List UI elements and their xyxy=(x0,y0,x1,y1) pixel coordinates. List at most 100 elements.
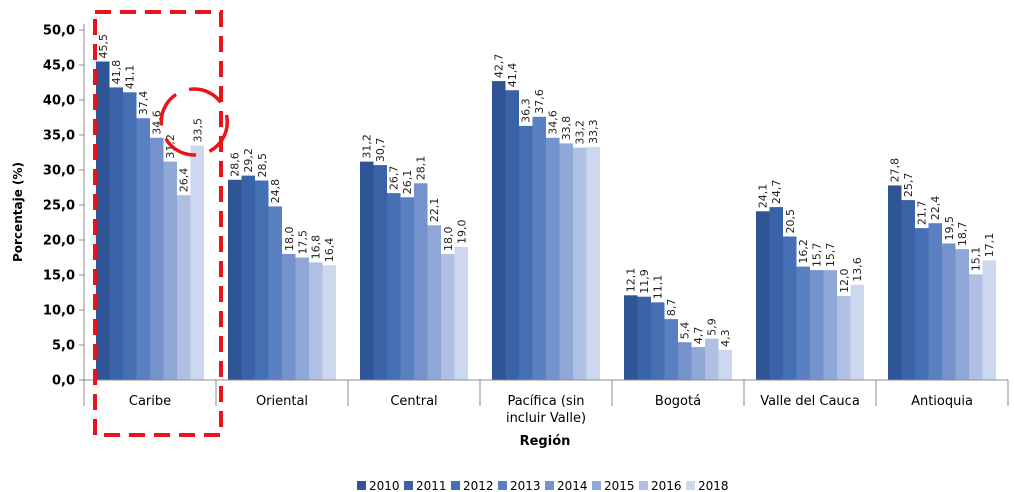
legend-label: 2015 xyxy=(604,479,635,492)
bar-data-label: 12,0 xyxy=(838,269,851,294)
bar xyxy=(295,257,309,380)
bar-data-label: 19,0 xyxy=(455,220,468,245)
legend-swatch xyxy=(404,481,413,490)
bar-data-label: 11,1 xyxy=(652,275,665,300)
bar xyxy=(837,296,851,380)
bar xyxy=(901,200,915,380)
bar-data-label: 33,5 xyxy=(191,118,204,143)
bar-data-label: 28,6 xyxy=(229,152,242,177)
bar-data-label: 24,1 xyxy=(757,184,770,209)
bar xyxy=(546,137,560,380)
bar xyxy=(718,349,732,380)
bar-data-label: 24,8 xyxy=(269,179,282,204)
bar-data-label: 11,9 xyxy=(638,269,651,294)
bar xyxy=(823,270,837,380)
bar xyxy=(109,87,123,381)
bar xyxy=(559,143,573,380)
bar-data-label: 34,6 xyxy=(547,110,560,135)
bar xyxy=(969,274,983,380)
bar xyxy=(163,161,177,380)
x-tick-label: Central xyxy=(390,394,437,409)
y-tick-label: 15,0 xyxy=(43,269,75,284)
bar-data-label: 22,1 xyxy=(428,198,441,223)
bar-data-label: 41,8 xyxy=(110,60,123,85)
bar-data-label: 15,7 xyxy=(824,243,837,268)
bar xyxy=(705,338,719,380)
bar-data-label: 15,1 xyxy=(970,247,983,272)
bar xyxy=(136,118,150,380)
bar xyxy=(769,207,783,380)
y-axis: 0,0 5,0 10,0 15,0 20,0 25,0 30,0 35,0 40,0 45,0 50… xyxy=(43,24,85,389)
legend-swatch xyxy=(451,481,460,490)
bar xyxy=(651,302,665,380)
bar xyxy=(637,296,651,380)
x-tick-label: Bogotá xyxy=(655,394,701,409)
bar xyxy=(915,228,929,380)
bar-data-label: 33,3 xyxy=(587,119,600,144)
bar xyxy=(691,347,705,380)
bar xyxy=(955,249,969,380)
bar xyxy=(427,225,441,380)
bar xyxy=(96,61,110,380)
bar-data-label: 5,4 xyxy=(679,322,692,340)
bar-data-label: 33,8 xyxy=(560,116,573,141)
bar-data-label: 16,2 xyxy=(797,239,810,264)
y-tick-label: 50,0 xyxy=(43,24,75,39)
bar-data-label: 18,0 xyxy=(283,227,296,252)
highlight-circle xyxy=(159,87,229,157)
bar xyxy=(373,165,387,380)
y-tick-label: 35,0 xyxy=(43,129,75,144)
bar-data-label: 17,5 xyxy=(296,230,309,255)
bar-data-label: 29,2 xyxy=(242,148,255,173)
bar-data-label: 19,5 xyxy=(943,216,956,241)
bar xyxy=(441,254,455,380)
bar-data-label: 18,0 xyxy=(442,227,455,252)
bar-data-label: 28,5 xyxy=(256,153,269,178)
highlight-rectangle xyxy=(93,10,223,437)
legend-label: 2014 xyxy=(557,479,588,492)
bar-data-label: 31,2 xyxy=(361,134,374,159)
bar-data-label: 41,1 xyxy=(124,65,137,90)
bar xyxy=(756,211,770,380)
y-tick-label: 20,0 xyxy=(43,234,75,249)
bar xyxy=(282,254,296,380)
y-tick-label: 40,0 xyxy=(43,94,75,109)
bar xyxy=(942,243,956,380)
bar-data-label: 5,9 xyxy=(706,318,719,336)
legend-swatch xyxy=(498,481,507,490)
bar-data-label: 45,5 xyxy=(97,34,110,59)
bar xyxy=(190,145,204,380)
bar xyxy=(796,266,810,380)
x-tick-label: Oriental xyxy=(256,394,308,409)
bar xyxy=(928,223,942,380)
bar xyxy=(241,175,255,380)
bar xyxy=(400,197,414,380)
y-axis-title: Porcentaje (%) xyxy=(11,162,25,262)
legend: 2010 2011 2012 2013 2014 2015 2016 2018 xyxy=(357,479,729,492)
bar xyxy=(678,342,692,380)
y-tick-label: 45,0 xyxy=(43,59,75,74)
bar-data-label: 36,3 xyxy=(520,98,533,123)
bar-data-label: 12,1 xyxy=(625,268,638,293)
bar xyxy=(532,116,546,381)
bar-data-label: 15,7 xyxy=(811,243,824,268)
bar-data-label: 37,4 xyxy=(137,91,150,116)
bar xyxy=(586,146,600,380)
bar-data-label: 28,1 xyxy=(415,156,428,181)
bar xyxy=(982,260,996,380)
bar-data-label: 37,6 xyxy=(533,89,546,114)
bar-data-label: 16,4 xyxy=(323,238,336,263)
bar xyxy=(150,137,164,380)
x-tick-label: incluir Valle) xyxy=(506,411,586,426)
legend-label: 2016 xyxy=(651,479,682,492)
x-tick-label: Caribe xyxy=(129,394,171,409)
bar xyxy=(322,265,336,380)
bar-data-label: 8,7 xyxy=(665,299,678,317)
bar-data-label: 25,7 xyxy=(902,173,915,198)
bar xyxy=(228,179,242,380)
data-labels-group: 45,541,8 41,137,4 34,6 31,2 26,4 33,5 28,6 29,2… xyxy=(97,34,997,347)
bar xyxy=(360,161,374,380)
bar xyxy=(624,295,638,380)
bar-data-label: 21,7 xyxy=(916,201,929,226)
